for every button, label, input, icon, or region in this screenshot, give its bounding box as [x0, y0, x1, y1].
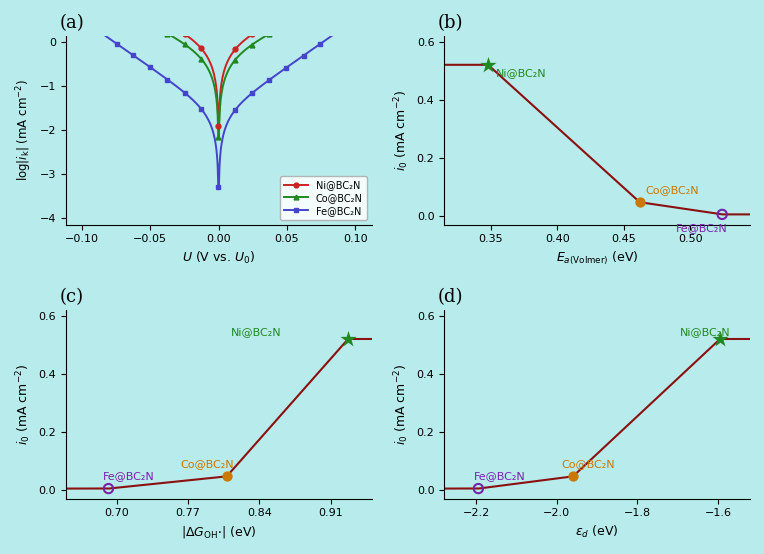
Text: Fe@BC₂N: Fe@BC₂N	[474, 471, 526, 481]
Text: (d): (d)	[438, 288, 464, 306]
Text: Ni@BC₂N: Ni@BC₂N	[231, 327, 281, 337]
Point	[482, 60, 494, 69]
Point	[342, 335, 354, 343]
Text: Co@BC₂N: Co@BC₂N	[561, 459, 614, 469]
Text: Fe@BC₂N: Fe@BC₂N	[675, 223, 727, 233]
Text: (a): (a)	[60, 14, 84, 32]
Point	[714, 335, 726, 343]
Text: Ni@BC₂N: Ni@BC₂N	[680, 327, 730, 337]
Point	[716, 210, 728, 219]
X-axis label: $U$ (V vs. $U_0$): $U$ (V vs. $U_0$)	[182, 250, 255, 266]
Point	[567, 472, 579, 481]
X-axis label: $E_{a\rm{(Volmer)}}$ (eV): $E_{a\rm{(Volmer)}}$ (eV)	[556, 250, 639, 267]
Y-axis label: $i_0$ (mA cm$^{-2}$): $i_0$ (mA cm$^{-2}$)	[393, 90, 411, 171]
Point	[633, 198, 646, 207]
Y-axis label: $i_0$ (mA cm$^{-2}$): $i_0$ (mA cm$^{-2}$)	[393, 364, 411, 445]
Point	[221, 472, 233, 481]
Y-axis label: $i_0$ (mA cm$^{-2}$): $i_0$ (mA cm$^{-2}$)	[14, 364, 33, 445]
Point	[102, 484, 115, 493]
Legend: Ni@BC₂N, Co@BC₂N, Fe@BC₂N: Ni@BC₂N, Co@BC₂N, Fe@BC₂N	[280, 176, 367, 220]
Point	[472, 484, 484, 493]
Text: Ni@BC₂N: Ni@BC₂N	[496, 68, 547, 78]
Y-axis label: $\rm{log}|{\it i}_k|$ (mA cm$^{-2}$): $\rm{log}|{\it i}_k|$ (mA cm$^{-2}$)	[15, 79, 34, 181]
Text: (c): (c)	[60, 288, 83, 306]
Text: Co@BC₂N: Co@BC₂N	[181, 459, 235, 469]
X-axis label: $|\Delta G_{\rm{OH}^{\bullet}}|$ (eV): $|\Delta G_{\rm{OH}^{\bullet}}|$ (eV)	[181, 524, 257, 540]
Text: Co@BC₂N: Co@BC₂N	[645, 185, 698, 195]
X-axis label: $\varepsilon_d$ (eV): $\varepsilon_d$ (eV)	[575, 524, 619, 540]
Text: Fe@BC₂N: Fe@BC₂N	[103, 471, 155, 481]
Text: (b): (b)	[438, 14, 464, 32]
